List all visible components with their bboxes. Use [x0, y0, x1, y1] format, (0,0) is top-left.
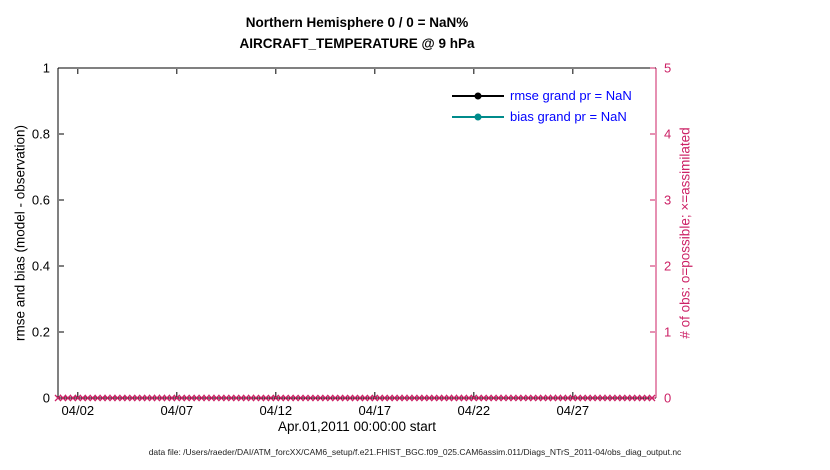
assimilated-obs-markers — [54, 394, 656, 402]
y-tick-label-right: 0 — [664, 391, 671, 406]
y-tick-label-left: 0.6 — [32, 193, 50, 208]
legend: rmse grand pr = NaN bias grand pr = NaN — [452, 85, 632, 127]
legend-label: rmse grand pr = NaN — [510, 88, 632, 103]
x-tick-label: 04/12 — [260, 403, 293, 418]
y-tick-label-left: 0.2 — [32, 325, 50, 340]
chart-title-line1: Northern Hemisphere 0 / 0 = NaN% — [245, 15, 469, 30]
legend-label: bias grand pr = NaN — [510, 109, 627, 124]
x-tick-label: 04/02 — [62, 403, 95, 418]
x-axis-label: Apr.01,2011 00:00:00 start — [277, 419, 437, 434]
y-tick-label-right: 1 — [664, 325, 671, 340]
legend-line-sample — [452, 89, 504, 103]
y-axis-right-label: # of obs: o=possible; ×=assimilated — [677, 127, 693, 339]
data-file-caption: data file: /Users/raeder/DAI/ATM_forcXX/… — [148, 447, 682, 457]
legend-item: rmse grand pr = NaN — [452, 85, 632, 106]
y-tick-label-right: 2 — [664, 259, 671, 274]
y-tick-label-right: 5 — [664, 61, 671, 76]
y-axis-left-label: rmse and bias (model - observation) — [12, 124, 28, 342]
y-tick-label-left: 1 — [43, 61, 50, 76]
y-tick-label-left: 0.8 — [32, 127, 50, 142]
x-tick-label: 04/07 — [161, 403, 194, 418]
legend-marker-dot — [474, 113, 482, 120]
chart-title-line2: AIRCRAFT_TEMPERATURE @ 9 hPa — [239, 36, 475, 51]
legend-line-sample — [452, 110, 504, 124]
y-tick-label-right: 3 — [664, 193, 671, 208]
x-tick-label: 04/17 — [359, 403, 392, 418]
chart-title: Northern Hemisphere 0 / 0 = NaN% AIRCRAF… — [58, 12, 656, 54]
x-tick-label: 04/22 — [458, 403, 491, 418]
y-tick-label-left: 0.4 — [32, 259, 50, 274]
y-tick-label-right: 4 — [664, 127, 671, 142]
legend-marker-dot — [474, 92, 482, 99]
x-tick-label: 04/27 — [557, 403, 590, 418]
legend-item: bias grand pr = NaN — [452, 106, 632, 127]
y-tick-label-left: 0 — [43, 391, 50, 406]
